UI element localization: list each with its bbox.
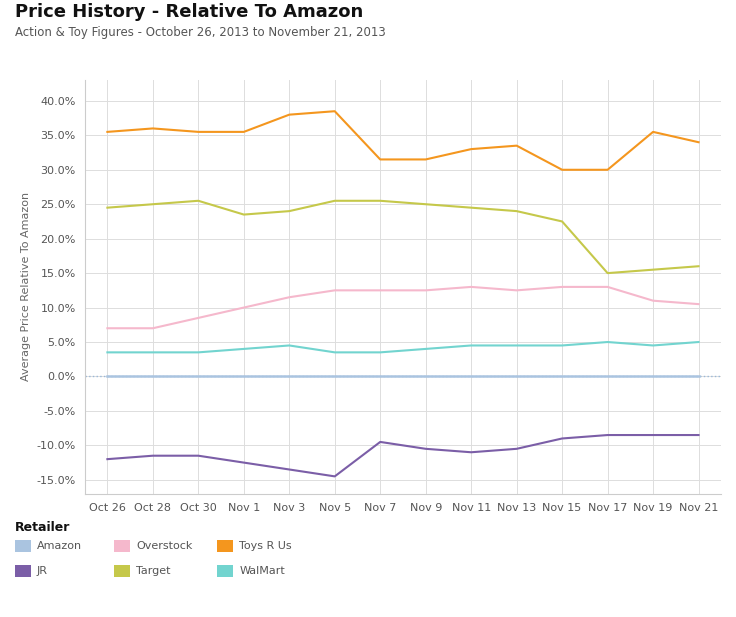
Text: Price History - Relative To Amazon: Price History - Relative To Amazon [15,3,363,21]
Y-axis label: Average Price Relative To Amazon: Average Price Relative To Amazon [21,193,31,381]
Text: Amazon: Amazon [37,541,82,551]
Text: Toys R Us: Toys R Us [239,541,292,551]
Text: Target: Target [136,566,171,576]
Text: WalMart: WalMart [239,566,285,576]
Text: JR: JR [37,566,48,576]
Text: Action & Toy Figures - October 26, 2013 to November 21, 2013: Action & Toy Figures - October 26, 2013 … [15,26,386,39]
Text: Retailer: Retailer [15,521,70,534]
Text: Overstock: Overstock [136,541,193,551]
